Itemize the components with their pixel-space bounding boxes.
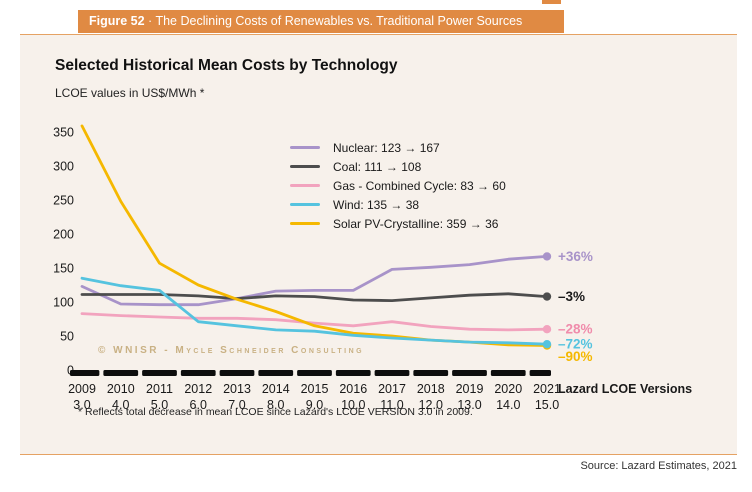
x-axis-year-label: 2009: [68, 382, 96, 396]
x-axis-bar-segment: [374, 370, 410, 376]
y-axis-tick-label: 350: [53, 126, 74, 140]
x-axis-bar-segment: [70, 370, 100, 376]
legend-swatch: [290, 184, 320, 187]
x-axis-year-label: 2012: [184, 382, 212, 396]
figure-header-bar: Figure 52 · The Declining Costs of Renew…: [78, 10, 564, 33]
series-end-pct-label: –28%: [558, 322, 593, 337]
x-axis-year-label: 2010: [107, 382, 135, 396]
y-axis-tick-label: 250: [53, 194, 74, 208]
series-end-dot: [542, 292, 552, 301]
y-axis-tick-label: 50: [60, 330, 74, 344]
series-end-dot: [542, 339, 552, 349]
figure-title: The Declining Costs of Renewables vs. Tr…: [155, 14, 523, 28]
lazard-versions-label: Lazard LCOE Versions: [558, 382, 692, 396]
legend-label: Gas - Combined Cycle: 83 → 60: [333, 178, 506, 193]
series-end-pct-label: –72%: [558, 337, 593, 352]
series-line-wind: [80, 276, 549, 346]
x-axis-bar-segment: [142, 370, 177, 376]
chart-title: Selected Historical Mean Costs by Techno…: [55, 57, 398, 74]
x-axis-version-label: 12.0: [419, 398, 443, 412]
series-end-pct-label: –3%: [558, 289, 585, 304]
series-line-gas-combined-cycle: [80, 312, 549, 332]
y-axis-tick-label: 100: [53, 296, 74, 310]
lcoe-chart: 05010015020025030035020093.020104.020115…: [30, 116, 730, 426]
x-axis-year-label: 2018: [417, 382, 445, 396]
x-axis-version-label: 14.0: [496, 398, 520, 412]
x-axis-year-label: 2017: [378, 382, 406, 396]
x-axis-version-label: 9.0: [306, 398, 323, 412]
figure-number: Figure 52: [89, 14, 145, 28]
x-axis-year-label: 2020: [494, 382, 522, 396]
series-end-dot: [542, 325, 552, 334]
x-axis-bar-segment: [258, 370, 294, 376]
chart-legend: Nuclear: 123 → 167 Coal: 111 → 108 Gas - C…: [290, 138, 506, 233]
legend-label: Solar PV-Crystalline: 359 → 36: [333, 216, 499, 231]
legend-row: Wind: 135 → 38: [290, 195, 506, 214]
x-axis-version-label: 3.0: [73, 398, 90, 412]
x-axis-bar-segment: [529, 370, 551, 376]
footnote: * Reflects total decrease in mean LCOE s…: [78, 406, 473, 418]
legend-row: Solar PV-Crystalline: 359 → 36: [290, 214, 506, 233]
x-axis-version-label: 10.0: [341, 398, 365, 412]
legend-row: Coal: 111 → 108: [290, 157, 506, 176]
x-axis-version-label: 7.0: [228, 398, 245, 412]
legend-row: Nuclear: 123 → 167: [290, 138, 506, 157]
x-axis-bar-segment: [180, 370, 216, 376]
x-axis-version-label: 5.0: [151, 398, 168, 412]
x-axis-year-label: 2021: [533, 382, 561, 396]
x-axis-bar-segment: [335, 370, 371, 376]
series-line-coal: [80, 292, 549, 303]
x-axis-version-label: 13.0: [457, 398, 481, 412]
x-axis-bar-segment: [103, 370, 139, 376]
x-axis-bar-segment: [452, 370, 487, 376]
chart-panel: Selected Historical Mean Costs by Techno…: [20, 34, 737, 455]
legend-swatch: [290, 146, 320, 149]
legend-row: Gas - Combined Cycle: 83 → 60: [290, 176, 506, 195]
source-attribution: Source: Lazard Estimates, 2021: [580, 460, 737, 472]
series-end-pct-label: +36%: [558, 249, 593, 264]
legend-label: Wind: 135 → 38: [333, 197, 420, 212]
figure-separator: ·: [144, 14, 156, 28]
x-axis-year-label: 2015: [301, 382, 329, 396]
series-end-dot: [542, 252, 552, 261]
x-axis-year-label: 2019: [456, 382, 484, 396]
y-axis-tick-label: 150: [53, 262, 74, 276]
x-axis-bar-segment: [297, 370, 332, 376]
x-axis-bar-segment: [219, 370, 255, 376]
series-line-nuclear: [80, 254, 549, 307]
series-end-pct-label: –90%: [558, 349, 593, 364]
y-axis-tick-label: 200: [53, 228, 74, 242]
page-accent-mark: [542, 0, 561, 4]
legend-swatch: [290, 203, 320, 206]
x-axis-version-label: 11.0: [380, 398, 403, 412]
legend-label: Nuclear: 123 → 167: [333, 140, 440, 155]
legend-label: Coal: 111 → 108: [333, 159, 422, 174]
x-axis-year-label: 2016: [339, 382, 367, 396]
lcoe-chart-svg: 05010015020025030035020093.020104.020115…: [53, 124, 692, 412]
x-axis-bar-segment: [490, 370, 526, 376]
x-axis-version-label: 15.0: [535, 398, 559, 412]
x-axis-version-label: 6.0: [190, 398, 207, 412]
chart-subtitle: LCOE values in US$/MWh *: [55, 86, 205, 100]
x-axis-bar-segment: [413, 370, 449, 376]
y-axis-tick-label: 300: [53, 160, 74, 174]
x-axis-year-label: 2013: [223, 382, 251, 396]
legend-swatch: [290, 165, 320, 168]
x-axis-year-label: 2011: [146, 382, 173, 396]
x-axis-year-label: 2014: [262, 382, 290, 396]
x-axis-version-label: 8.0: [267, 398, 284, 412]
watermark: © WNISR - Mycle Schneider Consulting: [98, 345, 365, 356]
legend-swatch: [290, 222, 320, 225]
x-axis-version-label: 4.0: [112, 398, 129, 412]
